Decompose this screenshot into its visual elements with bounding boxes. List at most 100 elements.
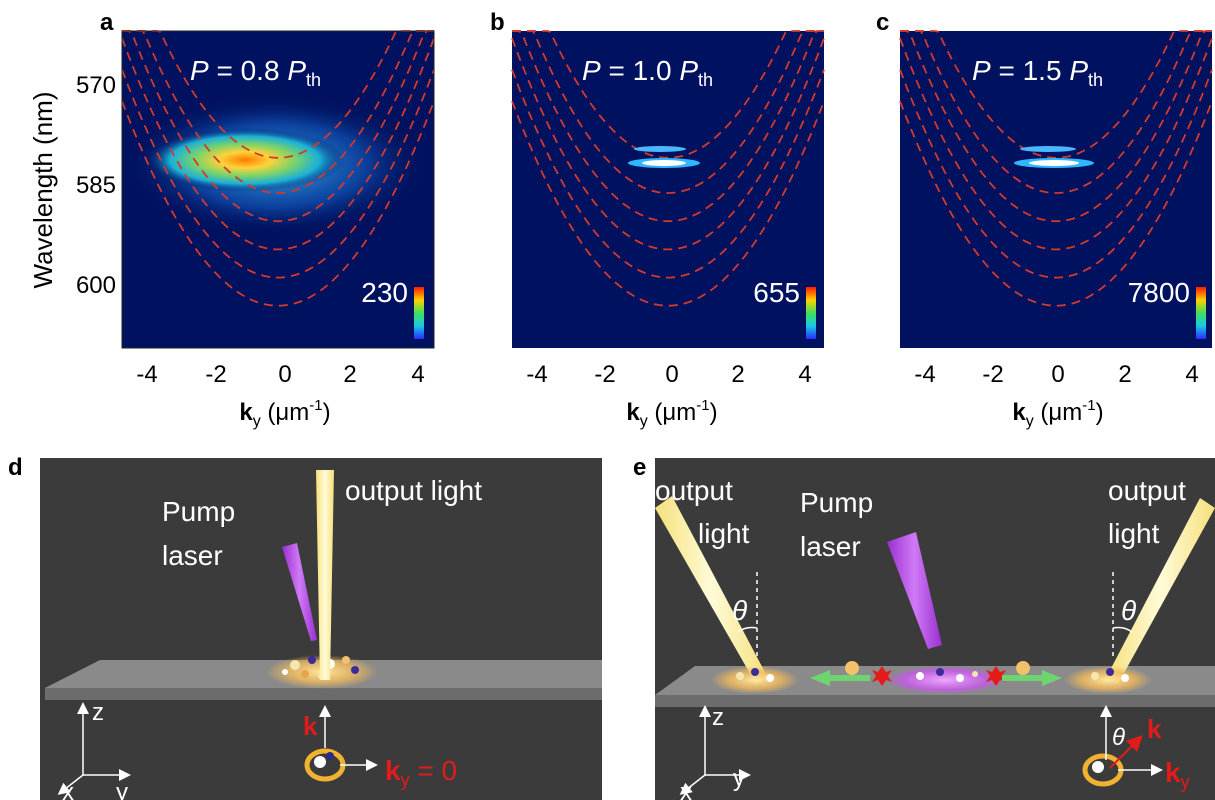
y-tick-600: 600 <box>76 272 116 299</box>
colorbar-b <box>806 287 816 339</box>
axis-label-x: x <box>680 779 692 800</box>
mode-curve <box>511 37 825 251</box>
ky-zero-label-d: ky = 0 <box>385 755 457 790</box>
panel-b: b P = 1.0 Pth 655 -4 -2 0 2 4 ky (μm-1) <box>490 9 825 430</box>
k-close: ) <box>1096 399 1104 426</box>
output-light-right-line1: output <box>1108 475 1186 506</box>
x-tick: -2 <box>982 361 1003 388</box>
pump-label-d-line2: laser <box>162 540 223 571</box>
green-arrow-right-head <box>1042 670 1062 686</box>
y-axis-label: Wavelength (nm) <box>28 92 58 289</box>
mode-lines-a <box>121 30 435 307</box>
output-beam-e-left <box>655 496 768 684</box>
power-unit: P <box>1069 55 1088 86</box>
mode-curve <box>512 30 824 194</box>
y-tick-585: 585 <box>76 172 116 199</box>
x-tick: -2 <box>594 361 615 388</box>
k-exp: -1 <box>309 397 322 414</box>
panel-letter-b: b <box>490 9 505 36</box>
heatmap-b-background <box>512 31 824 348</box>
lasing-upper-b <box>634 146 686 152</box>
mode-curve <box>899 100 1213 307</box>
x-tick: 2 <box>1118 361 1131 388</box>
k-units: (μm <box>1034 399 1082 426</box>
x-ticks-c: -4 -2 0 2 4 <box>914 361 1198 388</box>
green-arrow-left-head <box>810 670 830 686</box>
axis-label-x: x <box>62 779 74 800</box>
pump-spot-e <box>885 666 1005 694</box>
x-axis-arrow <box>679 774 706 795</box>
k-exp: -1 <box>1082 397 1095 414</box>
x-tick: -4 <box>526 361 547 388</box>
output-beam-d <box>316 470 334 680</box>
lasing-upper-c <box>1020 146 1076 152</box>
k-oblique-arrow <box>1109 735 1143 769</box>
microlaser-particles-e <box>736 661 1129 682</box>
colorbar-c <box>1196 287 1206 339</box>
emission-hotspot <box>145 128 345 192</box>
axis-label-z: z <box>712 704 724 731</box>
x-ticks-a: -4 -2 0 2 4 <box>136 361 424 388</box>
x-ticks-b: -4 -2 0 2 4 <box>526 361 811 388</box>
mode-curve <box>511 69 825 279</box>
colorbar-max-a: 230 <box>361 277 408 308</box>
x-tick: -4 <box>136 361 157 388</box>
theta-label-inset: θ <box>1112 724 1125 751</box>
x-tick: 4 <box>411 361 424 388</box>
power-sub: th <box>1088 70 1103 90</box>
x-tick: 4 <box>1185 361 1198 388</box>
y-tick-570: 570 <box>76 72 116 99</box>
panel-letter-e: e <box>633 454 646 481</box>
power-label-b: P = 1.0 Pth <box>582 55 713 90</box>
lasing-core-c <box>1029 160 1079 166</box>
coordinate-axes-d: z y x <box>57 699 131 800</box>
power-value: = 0.8 <box>209 55 288 86</box>
pump-label-e-line1: Pump <box>800 487 873 518</box>
ky-sub: y <box>401 770 410 790</box>
mode-curve <box>511 100 825 307</box>
panel-d-schematic: d output light Pump laser z y x <box>8 454 602 800</box>
x-tick: 2 <box>343 361 356 388</box>
output-light-label-d: output light <box>345 475 482 506</box>
microlaser-glow-e-right <box>1064 666 1152 694</box>
power-symbol: P <box>582 55 601 86</box>
coordinate-axes-e: z y x <box>679 704 751 800</box>
k-label-e: k <box>1147 714 1162 744</box>
k-symbol: k <box>1012 399 1026 426</box>
axis-label-y: y <box>116 779 128 800</box>
panel-letter-a: a <box>100 9 114 36</box>
mode-curve <box>122 30 434 159</box>
mode-curve <box>121 69 435 279</box>
green-arrow-right-shaft <box>1002 675 1042 681</box>
output-light-left-line1: output <box>655 475 733 506</box>
mode-curve <box>899 69 1213 279</box>
particle-core <box>1092 761 1104 773</box>
mode-curve <box>121 100 435 307</box>
microlaser-glow-e-left <box>711 666 799 694</box>
scatter-star-left <box>872 666 892 686</box>
pump-label-d-line1: Pump <box>162 496 235 527</box>
particle-core <box>314 756 326 768</box>
mode-curve <box>900 30 1212 223</box>
theta-arc-left <box>737 626 758 633</box>
k-exp: -1 <box>696 397 709 414</box>
x-tick: -2 <box>205 361 226 388</box>
mode-curve <box>512 30 824 159</box>
particle-dot <box>326 752 334 760</box>
heatmap-c-background <box>900 31 1212 348</box>
x-axis-arrow <box>57 774 84 795</box>
power-unit: P <box>287 55 306 86</box>
axis-label-z: z <box>92 699 104 726</box>
particle-inset-d: k ky = 0 <box>303 705 457 790</box>
power-label-c: P = 1.5 Pth <box>972 55 1103 90</box>
ky-main: k <box>1165 757 1181 788</box>
mode-curve <box>899 37 1213 251</box>
power-value: = 1.0 <box>601 55 680 86</box>
green-arrow-left-shaft <box>830 675 870 681</box>
k-units: (μm <box>261 399 309 426</box>
x-tick: 0 <box>1051 361 1064 388</box>
k-label-d: k <box>303 711 318 741</box>
k-symbol: k <box>626 399 640 426</box>
x-tick: 0 <box>278 361 291 388</box>
x-axis-label-b: ky (μm-1) <box>626 397 717 430</box>
